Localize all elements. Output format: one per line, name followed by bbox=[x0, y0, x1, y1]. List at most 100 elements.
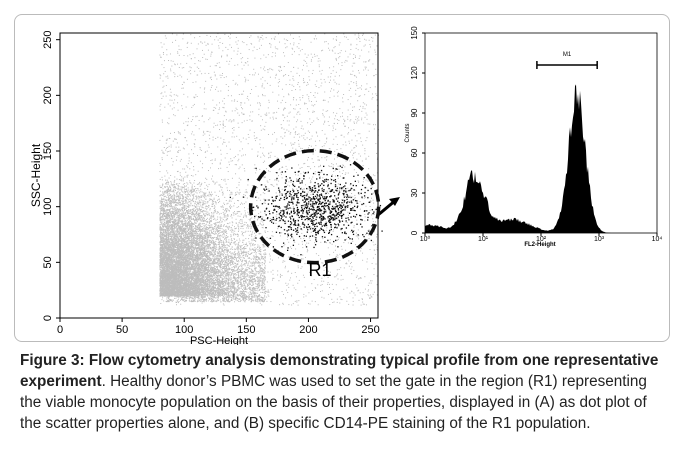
dot bbox=[179, 188, 181, 190]
dot bbox=[287, 39, 289, 41]
dot bbox=[169, 233, 171, 235]
dot bbox=[217, 90, 219, 92]
dot bbox=[229, 148, 231, 150]
dot bbox=[222, 260, 224, 262]
dot bbox=[232, 233, 234, 235]
dot bbox=[170, 230, 172, 232]
dot bbox=[243, 248, 245, 250]
dot bbox=[367, 123, 369, 125]
dot bbox=[355, 81, 357, 83]
dot bbox=[285, 47, 287, 49]
dot bbox=[375, 54, 377, 56]
dot bbox=[365, 112, 367, 114]
dot bbox=[291, 224, 293, 226]
dot bbox=[275, 172, 277, 174]
dot bbox=[254, 265, 256, 267]
dot bbox=[349, 195, 351, 197]
dot bbox=[259, 283, 261, 285]
dot bbox=[286, 46, 288, 48]
dot bbox=[340, 134, 342, 136]
dot bbox=[262, 76, 264, 78]
dot bbox=[164, 70, 166, 72]
dot bbox=[280, 127, 282, 129]
dot bbox=[215, 228, 217, 230]
dot bbox=[199, 295, 201, 297]
dot bbox=[163, 256, 165, 258]
dot bbox=[186, 46, 188, 48]
dot bbox=[235, 192, 237, 194]
dot bbox=[212, 296, 214, 298]
dot bbox=[231, 206, 233, 208]
dot bbox=[306, 62, 308, 64]
dot bbox=[321, 262, 323, 264]
dot bbox=[179, 238, 181, 240]
dot bbox=[335, 276, 337, 278]
dot bbox=[282, 114, 284, 116]
dot bbox=[251, 235, 253, 237]
dot bbox=[205, 237, 207, 239]
dot bbox=[336, 119, 338, 121]
dot bbox=[259, 302, 261, 304]
dot bbox=[168, 209, 170, 211]
dot bbox=[171, 224, 173, 226]
dot bbox=[315, 187, 317, 189]
dot bbox=[163, 281, 165, 283]
dot bbox=[202, 163, 204, 165]
dot bbox=[267, 190, 269, 192]
dot bbox=[192, 53, 194, 55]
dot bbox=[339, 108, 341, 110]
dot bbox=[305, 103, 307, 105]
dot bbox=[301, 189, 303, 191]
dot bbox=[365, 233, 367, 235]
dot bbox=[166, 138, 168, 140]
dot bbox=[341, 62, 343, 64]
dot bbox=[283, 74, 285, 76]
dot bbox=[349, 142, 351, 144]
dot bbox=[206, 202, 208, 204]
dot bbox=[319, 60, 321, 62]
dot bbox=[360, 277, 362, 279]
dot bbox=[226, 274, 228, 276]
dot bbox=[221, 250, 223, 252]
dot bbox=[283, 108, 285, 110]
dot bbox=[338, 75, 340, 77]
dot bbox=[298, 54, 300, 56]
dot bbox=[220, 246, 222, 248]
dot bbox=[289, 43, 291, 45]
dot bbox=[253, 68, 255, 70]
dot bbox=[163, 192, 165, 194]
dot bbox=[194, 215, 196, 217]
dot bbox=[189, 69, 191, 71]
dot bbox=[248, 99, 250, 101]
dot bbox=[267, 133, 269, 135]
dot bbox=[177, 244, 179, 246]
dot bbox=[355, 145, 357, 147]
dot bbox=[344, 208, 346, 210]
dot bbox=[308, 98, 310, 100]
dot bbox=[194, 297, 196, 299]
dot bbox=[238, 74, 240, 76]
dot bbox=[376, 284, 378, 286]
dot bbox=[329, 49, 331, 51]
dot bbox=[216, 78, 218, 80]
dot bbox=[364, 196, 366, 198]
dot bbox=[209, 246, 211, 248]
dot bbox=[184, 205, 186, 207]
dot bbox=[292, 188, 294, 190]
dot bbox=[316, 132, 318, 134]
dot bbox=[212, 266, 214, 268]
dot bbox=[281, 166, 283, 168]
dot bbox=[206, 150, 208, 152]
dot bbox=[304, 286, 306, 288]
dot bbox=[170, 188, 172, 190]
dot bbox=[242, 235, 244, 237]
dot bbox=[349, 103, 351, 105]
dot bbox=[190, 73, 192, 75]
dot bbox=[173, 94, 175, 96]
dot bbox=[226, 60, 228, 62]
dot bbox=[187, 248, 189, 250]
dot bbox=[375, 143, 377, 145]
dot bbox=[302, 274, 304, 276]
dot bbox=[165, 205, 167, 207]
dot bbox=[224, 33, 226, 35]
